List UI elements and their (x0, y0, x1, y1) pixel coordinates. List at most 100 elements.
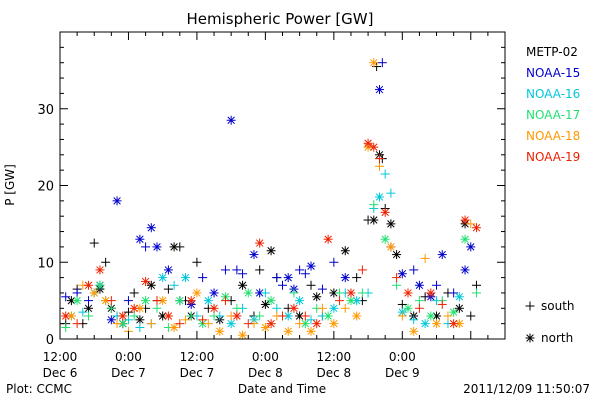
south-data-point (61, 292, 71, 302)
south-data-point (203, 319, 213, 329)
south-data-point (123, 296, 133, 306)
north-data-point (141, 276, 151, 286)
legend-series-noaa-15: NOAA-15 (526, 66, 580, 80)
north-data-point (163, 311, 173, 321)
south-data-point (123, 307, 133, 317)
north-data-point (283, 273, 293, 283)
south-data-point (335, 288, 345, 298)
legend-marker-north (525, 333, 535, 343)
south-data-point (335, 296, 345, 306)
south-data-point (175, 242, 185, 252)
south-data-point (238, 269, 248, 279)
north-data-point (323, 311, 333, 321)
north-data-point (449, 307, 459, 317)
south-data-point (232, 303, 242, 313)
y-tick-label: 10 (37, 256, 54, 271)
legend-marker-south (525, 301, 535, 311)
south-data-point (123, 315, 133, 325)
south-data-point (220, 296, 230, 306)
south-data-point (255, 311, 265, 321)
north-data-point (329, 319, 339, 329)
north-data-point (414, 280, 424, 290)
north-data-point (312, 292, 322, 302)
south-data-point (89, 238, 99, 248)
north-data-point (340, 273, 350, 283)
north-data-point (72, 296, 82, 306)
north-data-point (203, 296, 213, 306)
south-data-point (129, 288, 139, 298)
south-data-point (255, 265, 265, 275)
north-data-point (380, 207, 390, 217)
plot-frame (59, 31, 506, 340)
north-data-point (386, 219, 396, 229)
south-data-point (175, 319, 185, 329)
south-data-point (317, 303, 327, 313)
south-data-point (317, 284, 327, 294)
north-data-point (255, 238, 265, 248)
south-data-point (78, 307, 88, 317)
north-data-point (306, 326, 316, 336)
legend-series-noaa-19: NOAA-19 (526, 150, 580, 164)
legend-marker-label-south: south (541, 299, 575, 313)
series-noaa-17 (61, 200, 481, 332)
south-data-point (72, 288, 82, 298)
north-data-point (295, 296, 305, 306)
north-data-point (158, 273, 168, 283)
north-data-point (471, 223, 481, 233)
north-data-point (380, 234, 390, 244)
north-data-point (363, 138, 373, 148)
north-data-point (112, 196, 122, 206)
series-noaa-19 (61, 138, 481, 329)
x-tick-time-label: 0:00 (389, 350, 416, 364)
north-data-point (129, 303, 139, 313)
series-noaa-18 (66, 58, 476, 340)
x-tick-date-label: Dec 7 (111, 366, 146, 380)
north-data-point (175, 296, 185, 306)
north-data-point (215, 326, 225, 336)
south-data-point (209, 311, 219, 321)
south-data-point (374, 154, 384, 164)
north-data-point (352, 311, 362, 321)
north-data-point (369, 215, 379, 225)
north-data-point (369, 142, 379, 152)
north-data-point (226, 115, 236, 125)
south-data-point (386, 188, 396, 198)
x-tick-time-label: 12:00 (43, 350, 78, 364)
north-data-point (118, 319, 128, 329)
south-data-point (260, 288, 270, 298)
north-data-point (312, 319, 322, 329)
north-data-point (238, 280, 248, 290)
south-data-point (141, 242, 151, 252)
south-data-point (432, 280, 442, 290)
north-data-point (374, 85, 384, 95)
north-data-point (466, 242, 476, 252)
north-data-point (454, 292, 464, 302)
north-data-point (152, 242, 162, 252)
north-data-point (346, 288, 356, 298)
legend-series-metp-02: METP-02 (526, 45, 578, 59)
south-data-point (397, 311, 407, 321)
legend-series-noaa-17: NOAA-17 (526, 108, 580, 122)
north-data-point (163, 265, 173, 275)
south-data-point (112, 319, 122, 329)
south-data-point (409, 315, 419, 325)
south-data-point (135, 322, 145, 332)
north-data-point (432, 319, 442, 329)
north-data-point (238, 330, 248, 340)
north-data-point (329, 303, 339, 313)
south-data-point (466, 219, 476, 229)
south-data-point (181, 315, 191, 325)
south-data-point (106, 296, 116, 306)
north-data-point (226, 319, 236, 329)
north-data-point (460, 234, 470, 244)
north-data-point (84, 303, 94, 313)
south-data-point (192, 257, 202, 267)
south-data-point (278, 311, 287, 321)
north-data-point (386, 242, 396, 252)
north-data-point (426, 311, 436, 321)
north-data-point (346, 296, 356, 306)
south-data-point (198, 273, 208, 283)
north-data-point (84, 280, 94, 290)
north-data-point (426, 288, 436, 298)
south-data-point (106, 303, 116, 313)
